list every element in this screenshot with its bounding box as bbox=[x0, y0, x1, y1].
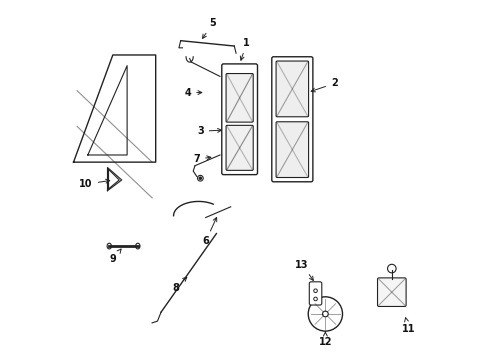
Text: 5: 5 bbox=[202, 18, 216, 39]
Text: 13: 13 bbox=[295, 260, 313, 280]
FancyBboxPatch shape bbox=[226, 125, 253, 170]
Text: 8: 8 bbox=[172, 277, 187, 293]
Text: 11: 11 bbox=[401, 318, 415, 334]
Circle shape bbox=[199, 177, 201, 179]
FancyBboxPatch shape bbox=[276, 122, 309, 177]
FancyBboxPatch shape bbox=[272, 57, 313, 182]
FancyBboxPatch shape bbox=[377, 278, 406, 306]
Text: 7: 7 bbox=[194, 154, 211, 164]
Text: 9: 9 bbox=[109, 249, 121, 264]
Text: 6: 6 bbox=[202, 217, 217, 246]
Text: 4: 4 bbox=[184, 88, 202, 98]
Text: 3: 3 bbox=[197, 126, 221, 136]
Text: 1: 1 bbox=[240, 38, 250, 60]
FancyBboxPatch shape bbox=[222, 64, 258, 175]
FancyBboxPatch shape bbox=[276, 61, 309, 117]
Text: 10: 10 bbox=[79, 179, 110, 189]
FancyBboxPatch shape bbox=[226, 73, 253, 122]
Text: 2: 2 bbox=[311, 78, 338, 92]
Text: 12: 12 bbox=[318, 332, 332, 347]
FancyBboxPatch shape bbox=[309, 282, 322, 305]
